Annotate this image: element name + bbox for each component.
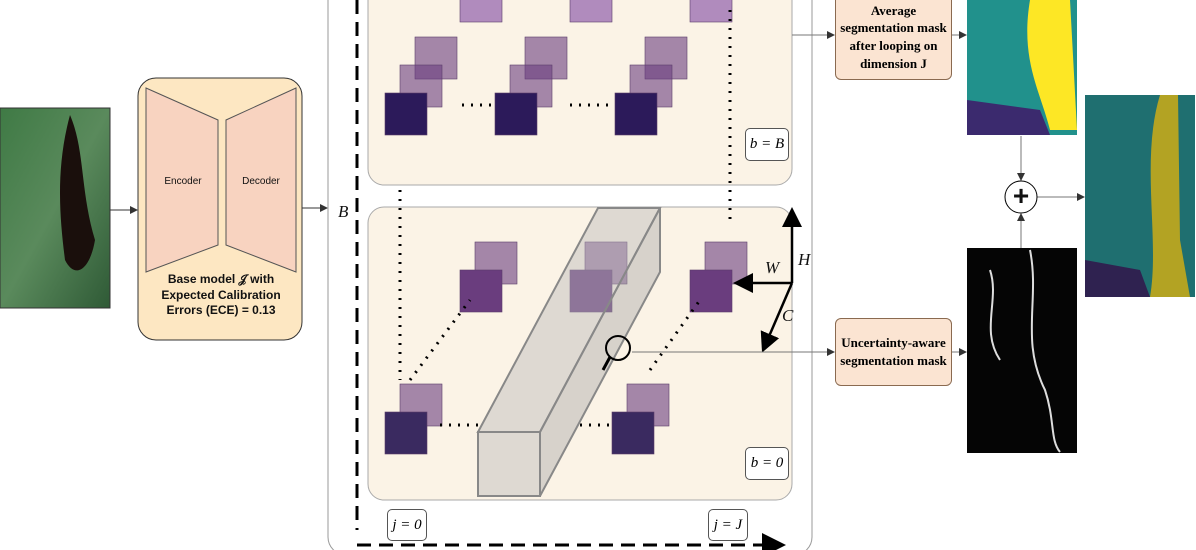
base-model-caption: Base model 𝒥 with Expected Calibration E…	[161, 272, 281, 318]
encoder-label: Encoder	[164, 176, 202, 187]
combine-symbol: +	[1012, 180, 1030, 211]
feature-map	[611, 411, 655, 455]
feature-map	[569, 0, 613, 23]
feature-map	[689, 0, 733, 23]
panel-label: b = 0	[745, 447, 789, 480]
panel-label: b = B	[745, 128, 789, 161]
cubes	[384, 0, 748, 455]
feature-map	[384, 411, 428, 455]
feature-map	[614, 92, 658, 136]
batch-axis-label: B	[338, 202, 349, 221]
output-label: Average segmentation mask after looping …	[835, 0, 952, 80]
loop-label: j = J	[708, 509, 748, 541]
output-label: Uncertainty-aware segmentation mask	[835, 318, 952, 386]
arrows	[632, 31, 1085, 356]
feature-map	[459, 269, 503, 313]
avg-mask-region	[1027, 0, 1077, 130]
input-image	[0, 107, 111, 309]
axis-c	[760, 282, 794, 353]
uncertainty-edges	[989, 249, 1061, 453]
combined-region	[1150, 95, 1190, 297]
magnifier	[601, 356, 612, 371]
loop-label: j = 0	[387, 509, 427, 541]
dotted-links	[398, 10, 732, 427]
slab	[539, 207, 661, 497]
lake	[60, 115, 95, 271]
axis-label: W	[765, 258, 780, 277]
feature-map	[689, 269, 733, 313]
feature-map	[384, 92, 428, 136]
uncertainty-image	[967, 248, 1077, 453]
slab	[477, 431, 541, 497]
combine-circle	[1004, 180, 1038, 214]
encoder-shape	[145, 87, 219, 273]
axis-label: H	[798, 250, 811, 269]
feature-map	[459, 0, 503, 23]
combined-region	[1085, 260, 1150, 297]
magnifier	[605, 335, 631, 361]
feature-map	[569, 269, 613, 313]
decoder-shape	[225, 87, 297, 273]
avg-mask-region	[967, 100, 1050, 135]
decoder-label: Decoder	[242, 176, 280, 187]
feature-map	[494, 92, 538, 136]
axis-label: C	[782, 306, 794, 325]
